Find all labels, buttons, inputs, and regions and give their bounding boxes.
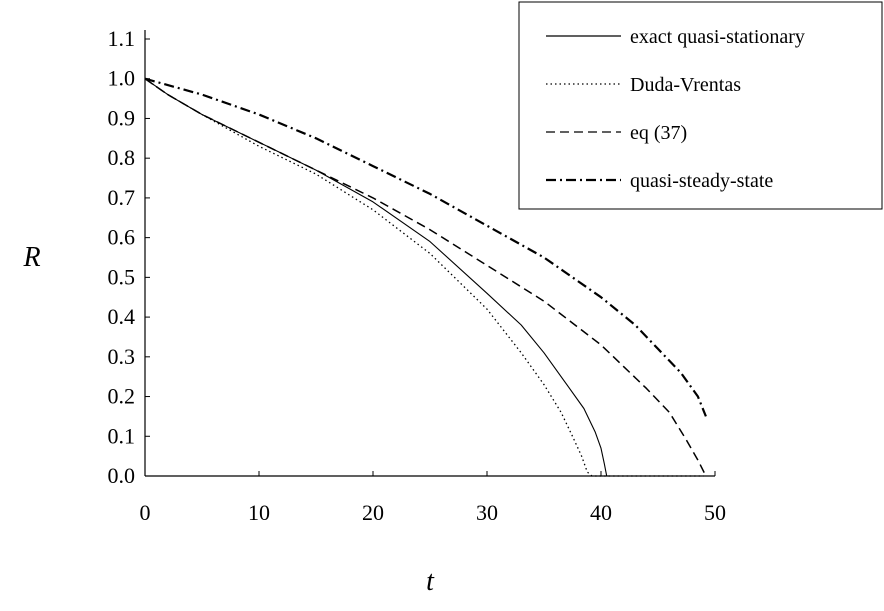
legend: exact quasi-stationary Duda-Vrentas eq (… [518, 1, 883, 210]
y-tick-label: 0.8 [108, 145, 136, 170]
y-tick-label: 0.2 [108, 384, 136, 409]
data-series [144, 77, 707, 477]
y-tick-label: 0.7 [108, 185, 136, 210]
series-line-dashed [144, 78, 707, 477]
y-tick-label: 0.1 [108, 423, 136, 448]
x-tick-label: 0 [140, 500, 151, 525]
y-tick-label: 0.5 [108, 264, 136, 289]
y-tick-label: 0.4 [108, 304, 136, 329]
legend-label-duda: Duda-Vrentas [630, 74, 741, 96]
plot-axes [144, 30, 715, 477]
axis-ticks: 0.0 0.1 0.2 0.3 0.4 0.5 0.6 0.7 0.8 0.9 1.0 1.1 0 10 2… [108, 26, 727, 525]
series-line-dash-dot [144, 77, 707, 417]
y-tick-label: 1.1 [108, 26, 136, 51]
y-tick-label: 0.6 [108, 225, 136, 250]
y-axis-label: R [22, 242, 40, 273]
legend-label-quasi: quasi-steady-state [630, 170, 773, 192]
y-tick-label: 0.9 [108, 105, 136, 130]
legend-label-eq37: eq (37) [630, 122, 687, 144]
y-tick-label: 1.0 [108, 66, 136, 91]
legend-label-exact: exact quasi-stationary [630, 26, 805, 48]
y-tick-label: 0.0 [108, 463, 136, 488]
y-tick-label: 0.3 [108, 344, 136, 369]
x-tick-label: 10 [248, 500, 270, 525]
x-tick-label: 50 [704, 500, 726, 525]
x-tick-label: 20 [362, 500, 384, 525]
x-axis-label: t [426, 566, 435, 597]
series-line-dotted [144, 78, 704, 477]
x-tick-label: 30 [476, 500, 498, 525]
x-tick-label: 40 [590, 500, 612, 525]
